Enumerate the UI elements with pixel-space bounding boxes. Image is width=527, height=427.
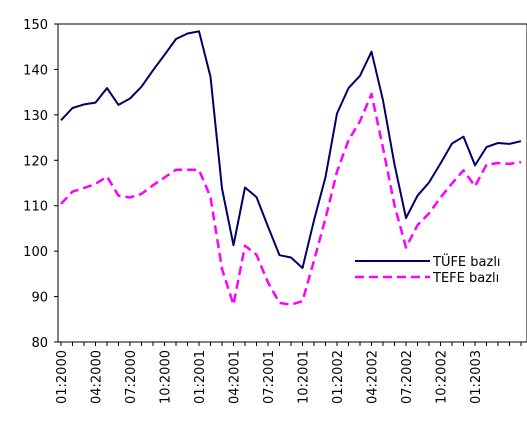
y-tick-label: 150 [23, 18, 48, 33]
x-tick-label: 01:2002 [331, 350, 346, 404]
legend-label: TÜFE bazlı [432, 253, 501, 270]
x-tick-label: 01:2003 [469, 350, 484, 404]
series-line-tufe [60, 30, 522, 269]
x-tick-label: 10:2002 [435, 350, 450, 404]
x-tick-label: 07:2001 [262, 350, 277, 404]
plot-area [57, 23, 527, 343]
legend-label: TEFE bazlı [432, 271, 499, 286]
y-axis: 80 90 100 110 120 130 140 150 [23, 18, 58, 351]
series-line-tefe [60, 92, 522, 306]
y-tick-label: 90 [31, 291, 48, 306]
y-tick-label: 80 [31, 336, 48, 351]
x-tick-label: 04:2001 [228, 350, 243, 404]
y-tick-label: 110 [23, 200, 48, 215]
x-tick-label: 01:2001 [193, 350, 208, 404]
x-tick-label: 07:2000 [124, 350, 139, 404]
y-tick-label: 120 [23, 154, 48, 169]
x-tick-label: 07:2002 [400, 350, 415, 404]
x-tick-label: 10:2001 [297, 350, 312, 404]
x-tick-label: 04:2000 [90, 350, 105, 404]
x-axis: 01:2000 04:2000 07:2000 10:2000 01:2001 04:20… [55, 342, 522, 404]
x-tick-label: 10:2000 [159, 350, 174, 404]
x-tick-label: 04:2002 [366, 350, 381, 404]
y-tick-label: 130 [23, 109, 48, 124]
y-tick-label: 140 [23, 63, 48, 78]
y-tick-label: 100 [23, 245, 48, 260]
series-lines [60, 30, 522, 306]
x-tick-label: 01:2000 [55, 350, 70, 404]
